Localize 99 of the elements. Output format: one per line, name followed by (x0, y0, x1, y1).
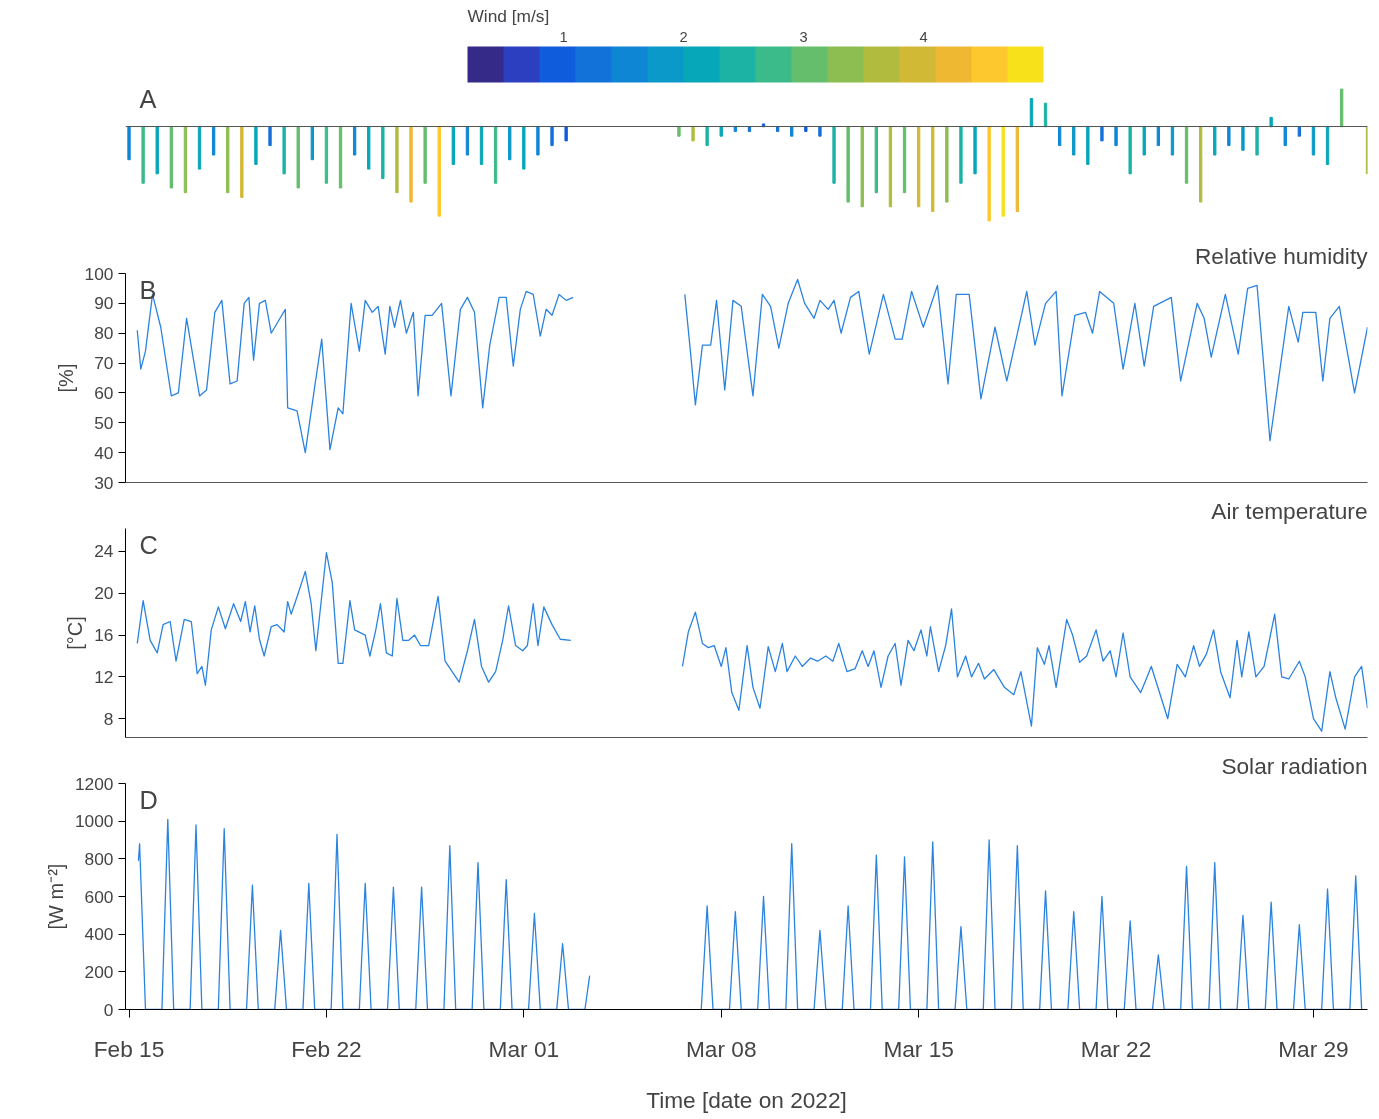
bar (1227, 126, 1231, 147)
bar (240, 126, 244, 198)
bar (352, 126, 357, 156)
y-tick-label: 80 (94, 323, 114, 344)
annotation: B (139, 275, 157, 304)
bar (141, 126, 145, 184)
bar (564, 126, 568, 142)
chart-title: Solar radiation (1221, 752, 1368, 779)
y-tick-label: 200 (84, 961, 114, 982)
bar (338, 126, 343, 189)
color-bar-label: 3 (799, 28, 808, 45)
bar (832, 126, 836, 184)
bar (169, 126, 173, 189)
y-tick-label: 1200 (74, 773, 114, 794)
color-bar-label: 1 (559, 28, 568, 45)
bar (1128, 126, 1132, 175)
bar (1114, 126, 1118, 147)
bar (423, 126, 427, 184)
y-tick-label: 400 (84, 924, 114, 945)
bar (268, 126, 272, 147)
y-tick-label: 70 (94, 353, 114, 374)
y-tick-label: 8 (103, 708, 114, 729)
x-tick-label: Mar 15 (883, 1035, 954, 1062)
annotation: C (139, 530, 158, 559)
bar (1213, 126, 1217, 156)
bar (1170, 126, 1175, 156)
bar (1241, 126, 1245, 151)
bar (945, 126, 949, 203)
bar (1283, 126, 1287, 147)
x-axis-title: Time [date on 2022] (646, 1086, 847, 1113)
bar (677, 126, 681, 137)
bar (437, 126, 441, 217)
color-bar-title: Wind [m/s] (467, 5, 550, 26)
bar (226, 126, 230, 194)
y-tick-label: 50 (94, 412, 114, 433)
y-tick-label: 16 (94, 625, 114, 646)
bar (155, 126, 159, 175)
y-tick-label: 1000 (74, 811, 114, 832)
bar (818, 126, 822, 137)
bar (1001, 126, 1005, 217)
bar (790, 126, 794, 137)
bar (1142, 126, 1146, 156)
bar (127, 126, 131, 161)
x-tick-label: Feb 22 (291, 1035, 362, 1062)
bar (846, 126, 850, 203)
y-tick-label: 100 (84, 263, 114, 284)
bar (973, 126, 977, 175)
bar (1269, 116, 1273, 128)
bar (536, 126, 540, 156)
bar (367, 126, 371, 170)
y-axis-title: [W m⁻²] (44, 863, 67, 930)
y-axis-title: [°C] (64, 616, 87, 650)
y-tick-label: 24 (94, 541, 114, 562)
color-bar-label: 4 (919, 28, 928, 45)
y-tick-label: 600 (84, 886, 114, 907)
annotation: D (139, 785, 158, 814)
bar (522, 126, 526, 170)
bar (959, 126, 963, 184)
chart-title: Relative humidity (1194, 242, 1369, 269)
x-tick-label: Feb 15 (93, 1035, 165, 1062)
bar (705, 126, 709, 147)
bar (465, 126, 470, 156)
bar (508, 126, 512, 161)
bar (931, 126, 935, 212)
bar (1311, 126, 1316, 156)
bar (550, 126, 554, 147)
color-bar-label: 2 (679, 28, 688, 45)
x-tick-label: Mar 29 (1278, 1035, 1349, 1062)
y-tick-label: 90 (94, 293, 114, 314)
y-tick-label: 0 (103, 999, 114, 1020)
y-tick-label: 12 (94, 666, 114, 687)
bar (1255, 126, 1259, 156)
y-tick-label: 20 (94, 583, 114, 604)
bar (381, 126, 385, 180)
bar (1086, 126, 1090, 165)
bar (282, 126, 286, 175)
bar (395, 126, 399, 194)
bar (1100, 126, 1104, 142)
y-tick-label: 30 (94, 472, 114, 493)
y-tick-label: 60 (94, 382, 114, 403)
x-tick-label: Mar 01 (488, 1035, 560, 1062)
bar (1072, 126, 1076, 156)
y-tick-label: 800 (84, 848, 114, 869)
chart-title: Air temperature (1211, 497, 1368, 524)
x-tick-label: Mar 08 (685, 1035, 757, 1062)
bar (211, 126, 216, 156)
bar (254, 126, 258, 165)
y-tick-label: 40 (94, 442, 114, 463)
bar (719, 126, 723, 137)
bar (804, 126, 808, 132)
x-tick-label: Mar 22 (1080, 1035, 1152, 1062)
bar (197, 126, 202, 170)
annotation: A (139, 84, 157, 113)
bar (296, 126, 300, 189)
bar (987, 126, 991, 222)
bar (860, 126, 864, 208)
y-axis-title: [%] (54, 363, 77, 393)
bar (409, 126, 413, 203)
bar (691, 126, 695, 142)
